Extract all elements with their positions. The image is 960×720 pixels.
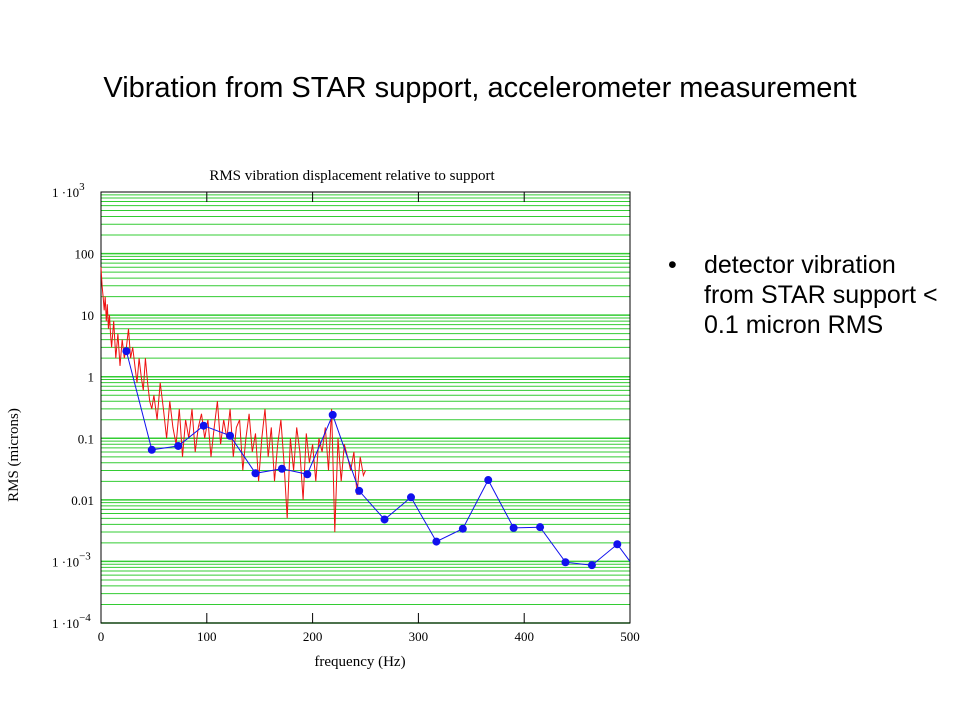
binned-rms-point xyxy=(174,441,183,450)
binned-rms-point xyxy=(484,476,493,485)
binned-rms-point xyxy=(251,469,260,478)
x-tick-label: 100 xyxy=(197,629,217,644)
binned-rms-line xyxy=(125,351,631,566)
slide-title: Vibration from STAR support, acceleromet… xyxy=(103,72,857,104)
x-tick-label: 500 xyxy=(620,629,640,644)
y-tick-label: 0.01 xyxy=(71,493,94,508)
binned-rms-point xyxy=(587,561,596,570)
vibration-chart: RMS vibration displacement relative to s… xyxy=(6,168,640,670)
binned-rms-point xyxy=(380,515,389,524)
y-tick-label: 1 xyxy=(88,370,95,385)
grid-lines xyxy=(101,194,630,624)
binned-rms-point xyxy=(509,523,518,532)
y-tick-label: 1 ·103 xyxy=(52,181,85,200)
y-tick-label: 1 ·10−3 xyxy=(52,550,91,569)
y-tick-label: 10 xyxy=(81,308,94,323)
binned-rms-point xyxy=(536,523,545,532)
y-tick-label: 100 xyxy=(75,247,95,262)
binned-rms-point xyxy=(355,486,364,495)
bullet-text: detector vibration from STAR support < 0… xyxy=(704,251,938,339)
x-tick-label: 400 xyxy=(514,629,534,644)
binned-rms-point xyxy=(458,524,467,533)
binned-rms-point xyxy=(199,421,208,430)
bullet-list: • detector vibration from STAR support <… xyxy=(668,250,948,340)
x-tick-label: 300 xyxy=(409,629,429,644)
x-tick-label: 200 xyxy=(303,629,323,644)
binned-rms-point xyxy=(303,470,312,479)
chart-title: RMS vibration displacement relative to s… xyxy=(209,168,495,184)
binned-rms-point xyxy=(432,537,441,546)
binned-rms-series xyxy=(122,347,631,570)
y-tick-label: 1 ·10−4 xyxy=(52,612,91,631)
binned-rms-point xyxy=(122,347,131,356)
binned-rms-point xyxy=(328,410,337,419)
raw-spectrum-line xyxy=(100,267,366,533)
y-tick-labels: 1 ·103 100 10 1 0.1 0.01 1 ·10−3 1 ·10−4 xyxy=(52,181,94,631)
binned-rms-point xyxy=(406,493,415,502)
y-tick-label: 0.1 xyxy=(78,431,94,446)
binned-rms-point xyxy=(561,558,570,567)
bullet-item: • detector vibration from STAR support <… xyxy=(668,250,948,340)
plot-frame xyxy=(100,191,631,624)
binned-rms-point xyxy=(147,445,156,454)
binned-rms-point xyxy=(613,540,622,549)
binned-rms-point xyxy=(226,431,235,440)
y-axis-label: RMS (microns) xyxy=(6,408,22,502)
x-tick-labels: 0 100 200 300 400 500 xyxy=(98,629,640,644)
bullet-dot-icon: • xyxy=(668,251,677,279)
binned-rms-point xyxy=(277,464,286,473)
raw-spectrum-series xyxy=(100,267,366,533)
x-tick-label: 0 xyxy=(98,629,105,644)
x-tick-marks xyxy=(100,192,631,623)
x-axis-label: frequency (Hz) xyxy=(314,654,405,670)
